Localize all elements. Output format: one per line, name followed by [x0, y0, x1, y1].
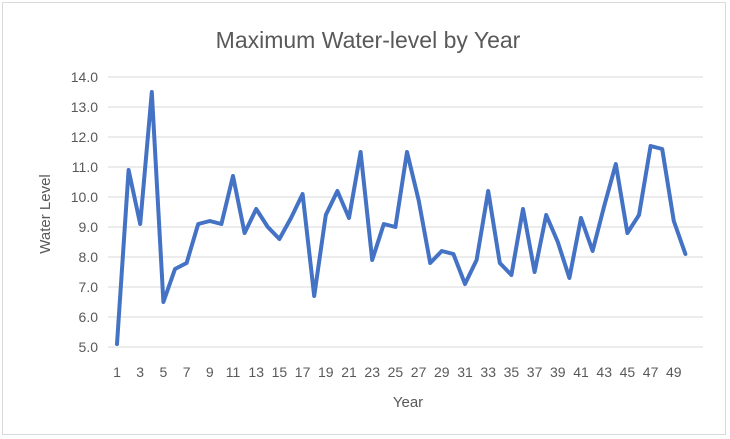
- y-tick-label: 13.0: [71, 99, 98, 115]
- chart-frame: Maximum Water-level by Year 5.0 6.0 7.0 8.0…: [2, 2, 726, 435]
- x-tick-label: 39: [550, 364, 566, 380]
- chart-title: Maximum Water-level by Year: [216, 27, 521, 53]
- x-tick-label: 25: [388, 364, 404, 380]
- x-axis-ticks: 1 3 5 7 9 11 13 15 17 19 21 23 25 27 29 31 33 35 37 39 41 43 4…: [113, 364, 682, 380]
- x-tick-label: 19: [318, 364, 334, 380]
- y-tick-label: 5.0: [79, 339, 99, 355]
- gridlines: [108, 76, 703, 348]
- y-tick-label: 14.0: [71, 69, 98, 85]
- y-tick-label: 11.0: [72, 159, 98, 175]
- series-layer: [115, 90, 688, 346]
- x-tick-label: 33: [480, 364, 496, 380]
- x-tick-label: 17: [295, 364, 311, 380]
- x-tick-label: 27: [411, 364, 427, 380]
- x-tick-label: 13: [248, 364, 264, 380]
- y-tick-label: 12.0: [71, 129, 98, 145]
- x-tick-label: 35: [504, 364, 520, 380]
- x-tick-label: 23: [364, 364, 380, 380]
- x-axis-label: Year: [393, 394, 423, 411]
- x-tick-label: 9: [206, 364, 214, 380]
- x-tick-label: 47: [643, 364, 659, 380]
- x-tick-label: 5: [160, 364, 168, 380]
- y-tick-label: 10.0: [71, 189, 98, 205]
- x-tick-label: 15: [272, 364, 288, 380]
- y-tick-label: 9.0: [79, 219, 99, 235]
- y-tick-label: 6.0: [79, 309, 99, 325]
- y-tick-label: 8.0: [79, 249, 99, 265]
- x-tick-label: 7: [183, 364, 191, 380]
- y-tick-label: 7.0: [79, 279, 99, 295]
- x-tick-label: 43: [596, 364, 612, 380]
- x-tick-label: 21: [341, 364, 357, 380]
- line-chart: Maximum Water-level by Year 5.0 6.0 7.0 8.0…: [37, 27, 703, 411]
- x-tick-label: 37: [527, 364, 543, 380]
- series-line: [115, 90, 688, 346]
- x-tick-label: 31: [457, 364, 473, 380]
- x-tick-label: 49: [666, 364, 682, 380]
- x-tick-label: 41: [573, 364, 589, 380]
- x-tick-label: 1: [113, 364, 121, 380]
- y-axis-label: Water Level: [37, 174, 54, 253]
- x-tick-label: 29: [434, 364, 450, 380]
- y-axis-ticks: 5.0 6.0 7.0 8.0 9.0 10.0 11.0 12.0 13.0 14.0: [71, 69, 98, 355]
- x-tick-label: 11: [226, 364, 241, 380]
- x-tick-label: 45: [620, 364, 636, 380]
- x-tick-label: 3: [136, 364, 144, 380]
